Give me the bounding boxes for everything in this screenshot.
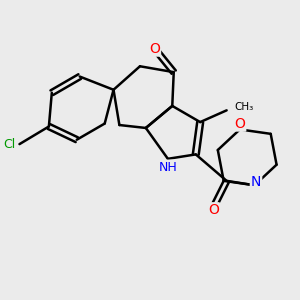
Text: NH: NH [158, 160, 177, 173]
Text: N: N [251, 175, 261, 189]
Text: CH₃: CH₃ [234, 102, 253, 112]
Text: O: O [208, 203, 219, 217]
Text: Cl: Cl [3, 138, 15, 151]
Text: O: O [234, 117, 245, 130]
Text: O: O [149, 42, 160, 56]
